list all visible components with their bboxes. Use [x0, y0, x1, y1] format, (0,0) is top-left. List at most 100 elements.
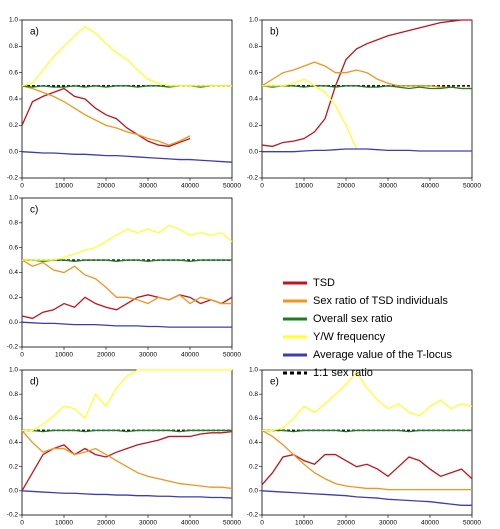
legend-label: Overall sex ratio — [313, 313, 392, 325]
series-line — [21, 259, 232, 305]
y-tick-label: 0.4 — [249, 439, 258, 446]
series-line — [21, 430, 233, 492]
y-tick-label: 1.0 — [249, 17, 258, 24]
x-tick-label: 50000 — [223, 352, 241, 359]
y-tick-label: 0.0 — [9, 319, 18, 326]
y-tick-label: 0.4 — [9, 269, 18, 276]
x-tick-label: 10000 — [295, 520, 313, 527]
y-tick-label: 1.0 — [9, 367, 18, 374]
x-tick-label: 40000 — [181, 520, 199, 527]
panel-label: e) — [270, 377, 279, 388]
legend-label: Sex ratio of TSD individuals — [313, 295, 448, 307]
y-tick-label: -0.2 — [7, 175, 19, 182]
y-tick-label: 0.0 — [249, 148, 258, 155]
panel-label: b) — [270, 27, 279, 38]
y-tick-label: 0.6 — [9, 415, 18, 422]
x-tick-label: 20000 — [97, 352, 115, 359]
y-tick-label: -0.2 — [247, 512, 259, 519]
x-tick-label: 10000 — [55, 352, 73, 359]
panel-label: a) — [30, 27, 39, 38]
series-line — [22, 259, 232, 262]
plot-frame — [21, 197, 233, 348]
series-line — [21, 429, 233, 490]
y-tick-label: 0.6 — [9, 69, 18, 76]
series-line — [261, 453, 473, 486]
x-tick-label: 40000 — [181, 183, 199, 190]
y-tick-label: 1.0 — [249, 367, 258, 374]
panel-label: d) — [30, 377, 39, 388]
series-line — [261, 429, 472, 491]
x-tick-label: 40000 — [421, 520, 439, 527]
x-tick-label: 30000 — [379, 183, 397, 190]
x-tick-label: 40000 — [421, 183, 439, 190]
legend-label: 1:1 sex ratio — [313, 367, 373, 379]
x-tick-label: 30000 — [379, 520, 397, 527]
series-line — [21, 25, 232, 87]
series-line — [262, 78, 358, 150]
series-line — [22, 429, 232, 433]
x-tick-label: 30000 — [139, 352, 157, 359]
y-tick-label: -0.2 — [7, 344, 19, 351]
y-tick-label: 1.0 — [9, 17, 18, 24]
x-tick-label: 50000 — [463, 183, 481, 190]
panel-label: c) — [30, 205, 38, 216]
y-tick-label: 0.4 — [249, 96, 258, 103]
y-tick-label: 0.2 — [9, 463, 18, 470]
x-tick-label: 0 — [20, 183, 24, 190]
y-tick-label: 0.8 — [9, 220, 18, 227]
y-tick-label: 1.0 — [9, 195, 18, 202]
y-tick-label: 0.0 — [9, 488, 18, 495]
series-line — [21, 85, 191, 146]
y-tick-label: 0.6 — [249, 69, 258, 76]
legend-label: TSD — [313, 277, 335, 289]
x-tick-label: 50000 — [463, 520, 481, 527]
y-tick-label: 0.0 — [249, 488, 258, 495]
series-line — [21, 87, 191, 148]
legend-label: Y/W frequency — [313, 331, 386, 343]
series-line — [262, 371, 473, 432]
x-tick-label: 50000 — [223, 183, 241, 190]
x-tick-label: 10000 — [295, 183, 313, 190]
x-tick-label: 30000 — [139, 520, 157, 527]
x-tick-label: 20000 — [337, 183, 355, 190]
series-line — [21, 294, 233, 320]
y-tick-label: -0.2 — [7, 512, 19, 519]
x-tick-label: 20000 — [97, 183, 115, 190]
x-tick-label: 0 — [20, 520, 24, 527]
y-tick-label: 0.6 — [9, 244, 18, 251]
series-line — [261, 61, 472, 90]
series-line — [262, 429, 472, 433]
x-tick-label: 0 — [260, 183, 264, 190]
y-tick-label: 0.2 — [249, 122, 258, 129]
x-tick-label: 30000 — [139, 183, 157, 190]
x-tick-label: 40000 — [181, 352, 199, 359]
series-line — [262, 148, 472, 153]
y-tick-label: 0.6 — [249, 415, 258, 422]
series-line — [21, 85, 232, 88]
series-line — [22, 224, 233, 261]
y-tick-label: -0.2 — [247, 175, 259, 182]
y-tick-label: 0.2 — [249, 463, 258, 470]
x-tick-label: 0 — [20, 352, 24, 359]
y-tick-label: 0.8 — [9, 391, 18, 398]
legend-label: Average value of the T-locus — [313, 349, 453, 361]
series-line — [21, 151, 233, 163]
series-line — [21, 321, 232, 328]
x-tick-label: 0 — [260, 520, 264, 527]
x-tick-label: 10000 — [55, 520, 73, 527]
y-tick-label: 0.4 — [9, 96, 18, 103]
y-tick-label: 0.8 — [9, 43, 18, 50]
x-tick-label: 10000 — [55, 183, 73, 190]
y-tick-label: 0.4 — [9, 439, 18, 446]
series-line — [261, 490, 472, 506]
y-tick-label: 0.8 — [249, 391, 258, 398]
y-tick-label: 0.2 — [9, 122, 18, 129]
series-line — [261, 19, 472, 148]
y-tick-label: 0.0 — [9, 148, 18, 155]
x-tick-label: 20000 — [337, 520, 355, 527]
y-tick-label: 0.2 — [9, 294, 18, 301]
x-tick-label: 20000 — [97, 520, 115, 527]
y-tick-label: 0.8 — [249, 43, 258, 50]
